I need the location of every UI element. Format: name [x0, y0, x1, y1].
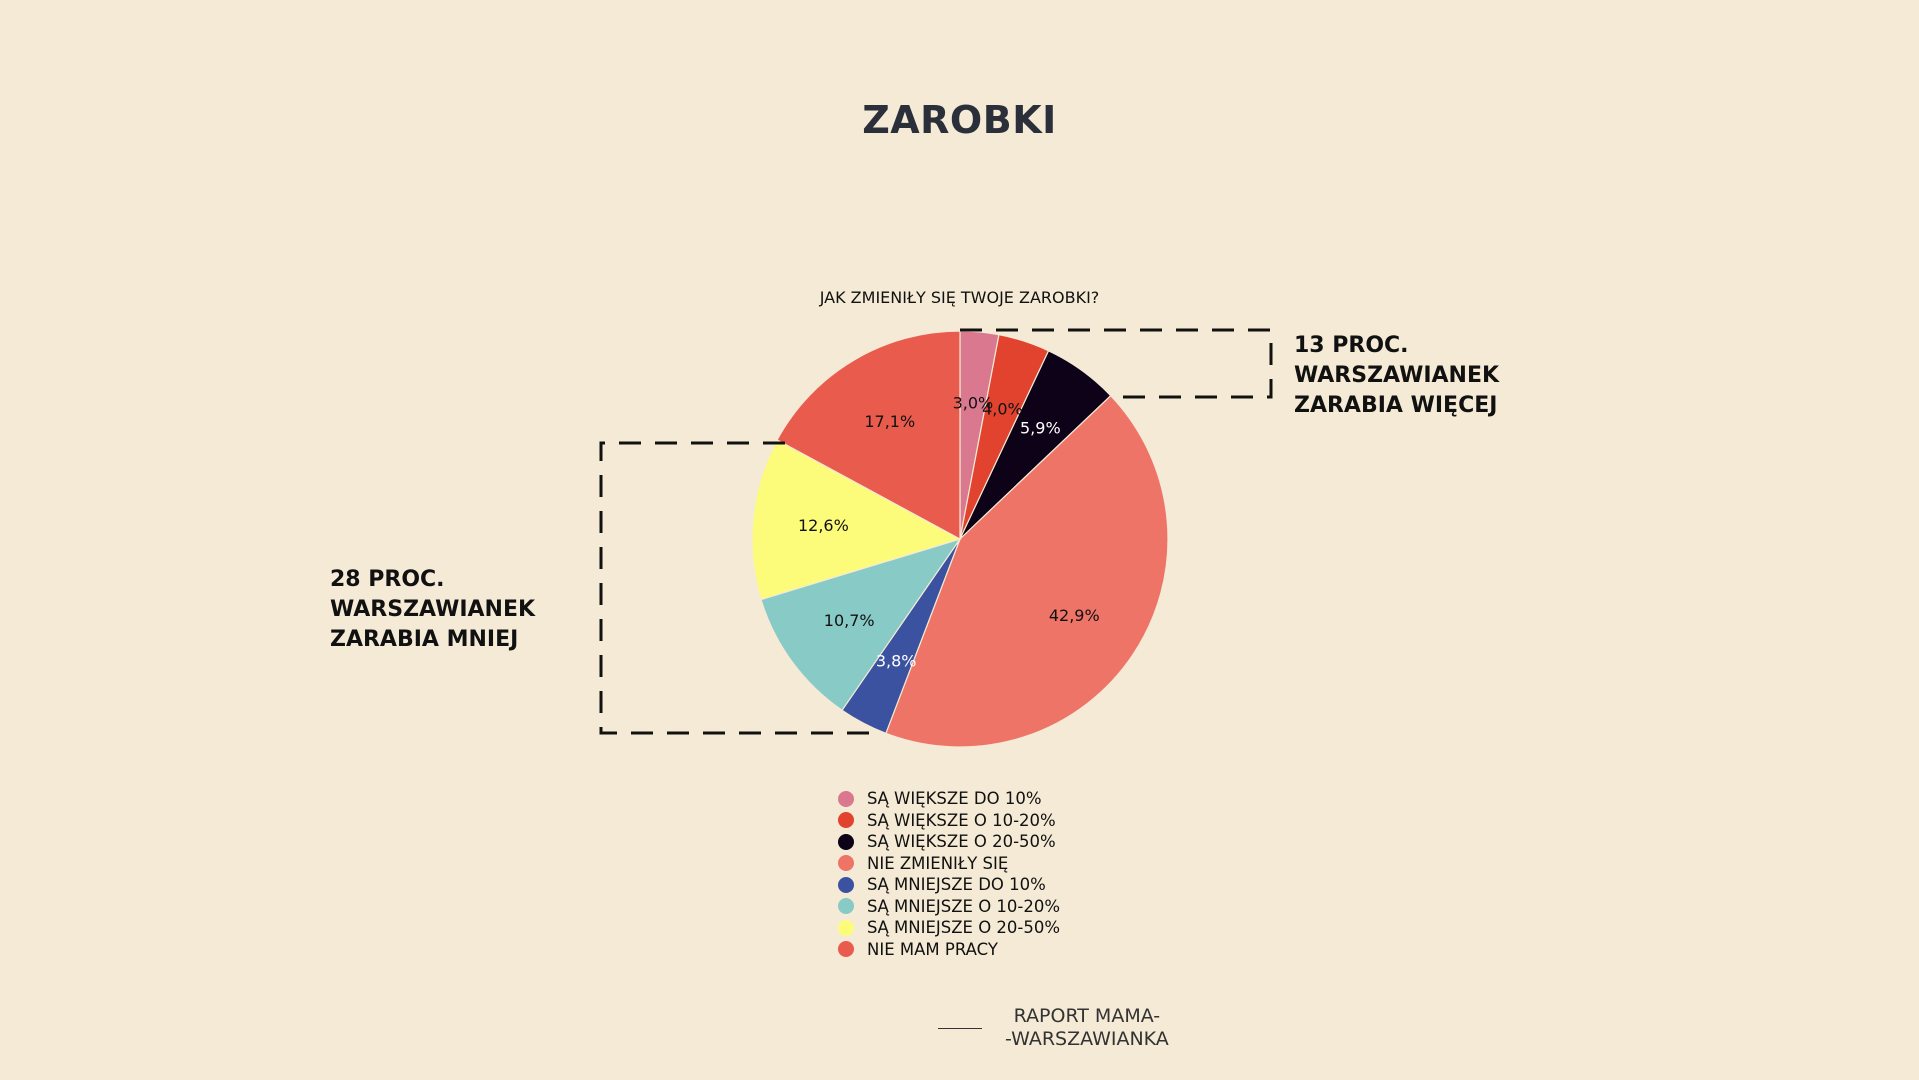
legend-label: SĄ MNIEJSZE O 20-50%: [867, 918, 1061, 938]
callout-more-line: ZARABIA WIĘCEJ: [1294, 393, 1498, 418]
legend-swatch: [838, 812, 854, 829]
legend-swatch: [838, 898, 854, 915]
callout-box-less-outline: [599, 441, 879, 735]
slice-data-label: 3,0%: [953, 393, 994, 412]
legend-label: SĄ WIĘKSZE O 20-50%: [867, 832, 1056, 852]
callout-more-line: 13 PROC.: [1294, 333, 1409, 358]
legend-label: SĄ MNIEJSZE DO 10%: [867, 875, 1046, 895]
legend-item: SĄ WIĘKSZE O 10-20%: [838, 810, 1060, 832]
pie-slice: [760, 537, 962, 712]
slice-data-label: 5,9%: [1020, 419, 1061, 438]
legend-swatch: [838, 833, 854, 850]
slice-data-label: 42,9%: [1049, 606, 1100, 625]
legend-swatch: [838, 919, 854, 936]
legend-swatch: [838, 876, 854, 893]
slice-data-label: 4,0%: [982, 399, 1023, 418]
callout-less-line: WARSZAWIANEK: [330, 597, 536, 622]
slice-data-label: 12,6%: [798, 516, 849, 535]
pie-slice: [885, 394, 1169, 748]
callout-box-more: [960, 328, 1273, 399]
legend-item: SĄ MNIEJSZE O 10-20%: [838, 896, 1060, 918]
legend-swatch: [838, 790, 854, 807]
pie-slice: [776, 330, 961, 541]
callout-more: 13 PROC. WARSZAWIANEK ZARABIA WIĘCEJ: [1294, 331, 1499, 421]
legend-swatch: [838, 941, 854, 958]
source-line-1: RAPORT MAMA-: [1013, 1005, 1161, 1027]
callout-box-more-outline: [960, 328, 1273, 399]
callout-less-line: 28 PROC.: [330, 567, 445, 592]
legend-item: SĄ MNIEJSZE O 20-50%: [838, 917, 1060, 939]
slice-data-label: 17,1%: [864, 412, 915, 431]
legend-label: NIE MAM PRACY: [867, 939, 998, 959]
chart-title: ZAROBKI: [862, 98, 1057, 142]
source-divider: [938, 1028, 982, 1029]
legend-item: SĄ WIĘKSZE O 20-50%: [838, 831, 1060, 853]
legend-item: NIE MAM PRACY: [838, 939, 1060, 961]
callout-more-line: WARSZAWIANEK: [1294, 363, 1500, 388]
legend-label: SĄ WIĘKSZE DO 10%: [867, 789, 1042, 809]
slice-data-label: 10,7%: [824, 611, 875, 630]
pie-slice: [751, 439, 962, 601]
legend-label: NIE ZMIENIŁY SIĘ: [867, 853, 1009, 873]
callout-less-line: ZARABIA MNIEJ: [330, 627, 519, 652]
source-line-2: -WARSZAWIANKA: [1005, 1028, 1169, 1050]
legend-label: SĄ MNIEJSZE O 10-20%: [867, 896, 1061, 916]
legend-item: SĄ MNIEJSZE DO 10%: [838, 874, 1060, 896]
legend-label: SĄ WIĘKSZE O 10-20%: [867, 810, 1056, 830]
legend-item: NIE ZMIENIŁY SIĘ: [838, 853, 1060, 875]
slice-data-label: 3,8%: [876, 652, 917, 671]
callout-less: 28 PROC. WARSZAWIANEK ZARABIA MNIEJ: [330, 565, 535, 655]
chart-subtitle: JAK ZMIENIŁY SIĘ TWOJE ZAROBKI?: [819, 288, 1100, 307]
callout-box-less: [599, 441, 879, 735]
legend-item: SĄ WIĘKSZE DO 10%: [838, 788, 1060, 810]
legend: SĄ WIĘKSZE DO 10% SĄ WIĘKSZE O 10-20% SĄ W…: [838, 788, 1060, 960]
source: RAPORT MAMA- -WARSZAWIANKA: [1005, 1005, 1169, 1051]
legend-swatch: [838, 855, 854, 872]
